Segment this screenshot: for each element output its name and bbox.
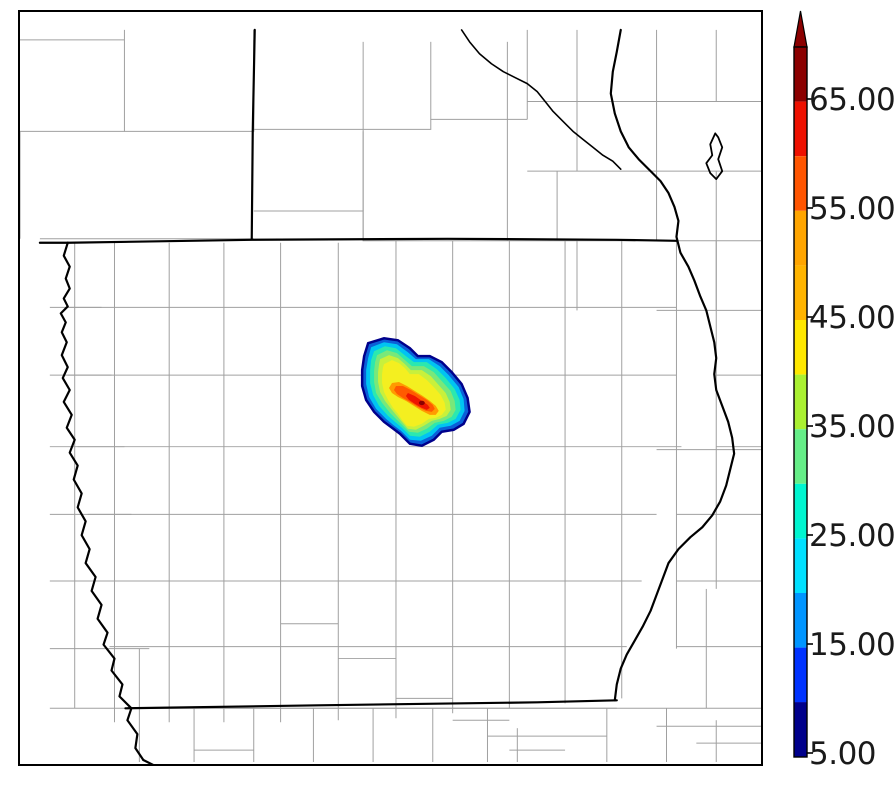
state-border-missouri-north: [124, 699, 618, 710]
colorbar-tick-label-15: 15.00: [809, 627, 894, 663]
state-border-iowa-north: [66, 237, 678, 244]
colorbar-tick-label-65: 65.00: [809, 82, 894, 118]
contour-peak-point: [418, 400, 425, 406]
colorbar-ticks: [807, 98, 813, 754]
contour-level-65: [405, 392, 430, 410]
colorbar-tick-label-55: 55.00: [809, 191, 894, 227]
river-mississippi-upper: [460, 29, 622, 170]
precipitation-contour-blob: [360, 336, 471, 447]
state-border-missouri-river-south: [142, 758, 154, 764]
map-canvas: [20, 12, 761, 764]
colorbar-arrow-max: [793, 10, 808, 48]
colorbar-bands: [794, 47, 807, 757]
state-border-mississippi-river: [609, 28, 736, 702]
colorbar-canvas: [793, 10, 813, 758]
colorbar-tick-label-35: 35.00: [809, 409, 894, 445]
colorbar-outline: [793, 46, 808, 758]
county-boundaries: [20, 29, 761, 763]
colorbar-tick-label-25: 25.00: [809, 518, 894, 554]
colorbar-tick-label-45: 45.00: [809, 300, 894, 336]
river-oxbow-detail: [705, 132, 724, 181]
colorbar-tick-label-5: 5.00: [809, 736, 877, 772]
state-border-sd-mn: [250, 28, 256, 240]
colorbar-panel: 65.00 55.00 45.00 35.00 25.00 15.00 5.00: [783, 5, 894, 780]
state-boundaries: [38, 28, 736, 764]
map-panel: [18, 10, 763, 766]
state-border-iowa-west: [59, 241, 145, 762]
